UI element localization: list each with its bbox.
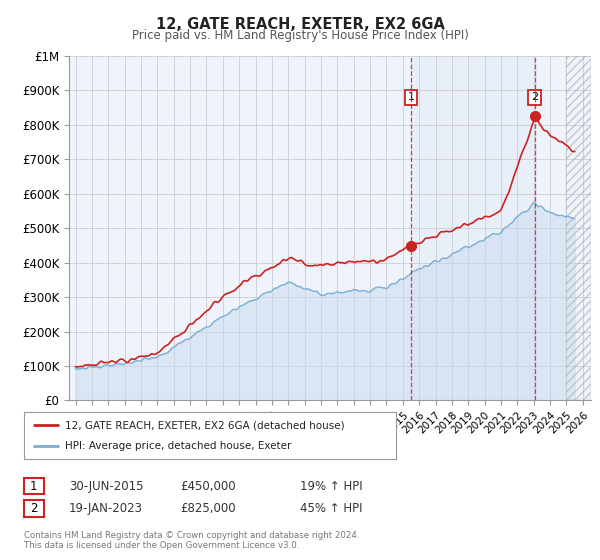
Text: 30-JUN-2015: 30-JUN-2015	[69, 479, 143, 493]
Text: 2: 2	[531, 92, 538, 102]
Text: Price paid vs. HM Land Registry's House Price Index (HPI): Price paid vs. HM Land Registry's House …	[131, 29, 469, 42]
Text: HPI: Average price, detached house, Exeter: HPI: Average price, detached house, Exet…	[65, 441, 291, 451]
Text: 19% ↑ HPI: 19% ↑ HPI	[300, 479, 362, 493]
Text: £825,000: £825,000	[180, 502, 236, 515]
Text: This data is licensed under the Open Government Licence v3.0.: This data is licensed under the Open Gov…	[24, 541, 299, 550]
Text: 19-JAN-2023: 19-JAN-2023	[69, 502, 143, 515]
Bar	[411, 56, 535, 400]
Text: 45% ↑ HPI: 45% ↑ HPI	[300, 502, 362, 515]
Text: 12, GATE REACH, EXETER, EX2 6GA (detached house): 12, GATE REACH, EXETER, EX2 6GA (detache…	[65, 421, 344, 431]
Text: 1: 1	[407, 92, 415, 102]
Text: 2: 2	[30, 502, 38, 515]
Text: 12, GATE REACH, EXETER, EX2 6GA: 12, GATE REACH, EXETER, EX2 6GA	[155, 17, 445, 32]
Text: 1: 1	[30, 479, 38, 493]
Text: Contains HM Land Registry data © Crown copyright and database right 2024.: Contains HM Land Registry data © Crown c…	[24, 531, 359, 540]
Text: £450,000: £450,000	[180, 479, 236, 493]
